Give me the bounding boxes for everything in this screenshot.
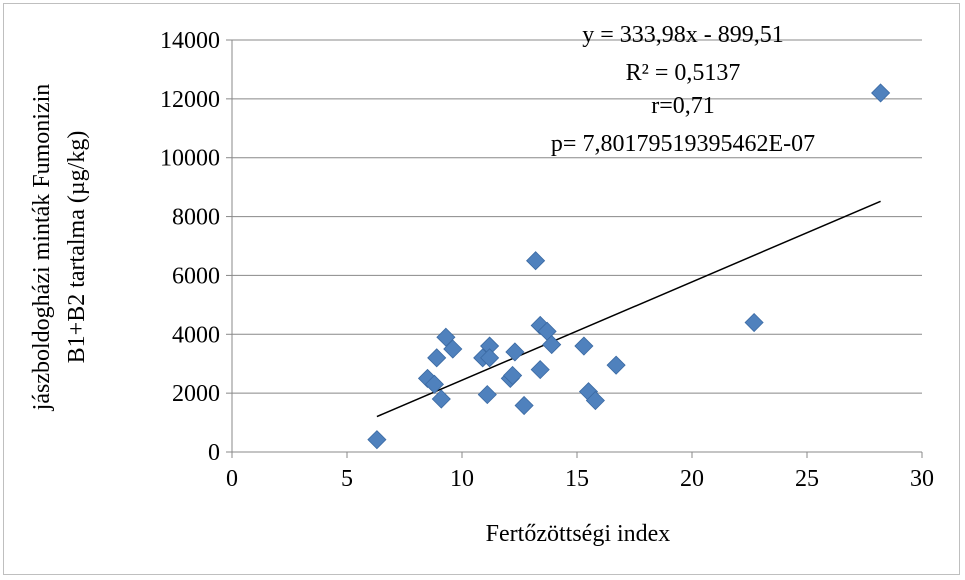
x-tick-label: 0 bbox=[226, 466, 238, 492]
y-tick-label: 2000 bbox=[172, 381, 220, 407]
data-point bbox=[424, 374, 444, 394]
trendline bbox=[376, 200, 881, 418]
y-tick-label: 10000 bbox=[160, 146, 220, 172]
data-point bbox=[503, 365, 523, 386]
x-tick-label: 20 bbox=[680, 466, 704, 492]
tick-labels: 0 2000 4000 6000 8000 10000 12000 14000 0 5 10 15 20… bbox=[160, 28, 934, 492]
axes bbox=[226, 39, 923, 458]
x-tick-label: 5 bbox=[341, 466, 353, 492]
y-tick-label: 4000 bbox=[172, 322, 220, 348]
data-point bbox=[514, 395, 534, 416]
trendline-annotation: y = 333,98x - 899,51 R² = 0,5137 r=0,71 … bbox=[551, 22, 815, 157]
chart-area bbox=[3, 3, 960, 575]
data-point bbox=[530, 360, 550, 380]
r-squared-label: R² = 0,5137 bbox=[626, 60, 741, 86]
data-point bbox=[367, 430, 387, 450]
data-points bbox=[367, 83, 891, 450]
data-point bbox=[871, 83, 891, 103]
data-point bbox=[526, 251, 546, 271]
x-tick-label: 15 bbox=[565, 466, 589, 492]
data-point bbox=[542, 335, 562, 355]
data-point bbox=[480, 348, 500, 368]
data-point bbox=[585, 390, 605, 411]
y-axis-title-line-1: jászboldogházi minták Fumonizin bbox=[29, 84, 55, 412]
y-axis-title-line-2: B1+B2 tartalma (µg/kg) bbox=[64, 131, 90, 364]
p-value-label: p= 7,80179519395462E-07 bbox=[551, 131, 815, 157]
data-point bbox=[574, 336, 594, 356]
data-point bbox=[436, 327, 456, 347]
trendline-layer bbox=[376, 200, 881, 418]
y-tick-label: 12000 bbox=[160, 87, 220, 113]
x-tick-label: 10 bbox=[450, 466, 474, 492]
data-point bbox=[744, 312, 764, 333]
y-tick-label: 14000 bbox=[160, 28, 220, 54]
r-label: r=0,71 bbox=[651, 93, 715, 119]
data-point bbox=[505, 342, 525, 362]
y-tick-label: 8000 bbox=[172, 205, 220, 231]
gridlines bbox=[232, 39, 922, 394]
data-point bbox=[606, 355, 626, 375]
data-point bbox=[477, 385, 497, 405]
y-tick-label: 6000 bbox=[172, 263, 220, 289]
data-point bbox=[427, 348, 447, 368]
x-tick-label: 30 bbox=[910, 466, 934, 492]
y-axis-title: jászboldogházi minták Fumonizin B1+B2 ta… bbox=[29, 84, 90, 412]
data-point bbox=[431, 389, 451, 409]
y-tick-label: 0 bbox=[208, 440, 220, 466]
x-axis-title: Fertőzöttségi index bbox=[486, 521, 671, 547]
equation-label: y = 333,98x - 899,51 bbox=[582, 22, 784, 48]
data-point bbox=[443, 339, 463, 359]
x-tick-label: 25 bbox=[795, 466, 819, 492]
